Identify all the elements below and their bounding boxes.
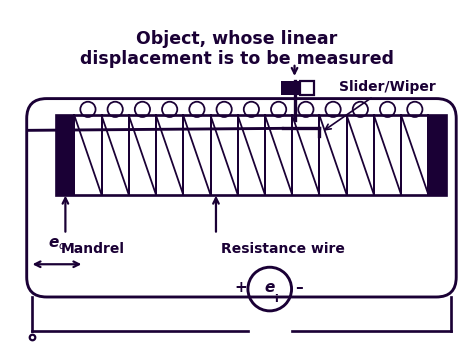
Text: displacement is to be measured: displacement is to be measured bbox=[80, 50, 394, 68]
Text: –: – bbox=[295, 279, 302, 295]
FancyBboxPatch shape bbox=[27, 99, 456, 297]
Bar bbox=[428, 116, 447, 195]
Text: e: e bbox=[264, 279, 275, 295]
Bar bbox=[281, 81, 302, 95]
Text: i: i bbox=[273, 294, 277, 304]
Text: Object, whose linear: Object, whose linear bbox=[137, 30, 337, 48]
Bar bbox=[301, 81, 314, 95]
Text: Resistance wire: Resistance wire bbox=[221, 243, 345, 256]
Text: e$_o$: e$_o$ bbox=[48, 237, 66, 252]
Text: Mandrel: Mandrel bbox=[60, 243, 125, 256]
Bar bbox=[56, 116, 74, 195]
Text: Slider/Wiper: Slider/Wiper bbox=[325, 80, 436, 130]
Bar bbox=[56, 116, 447, 195]
Text: +: + bbox=[235, 279, 247, 295]
